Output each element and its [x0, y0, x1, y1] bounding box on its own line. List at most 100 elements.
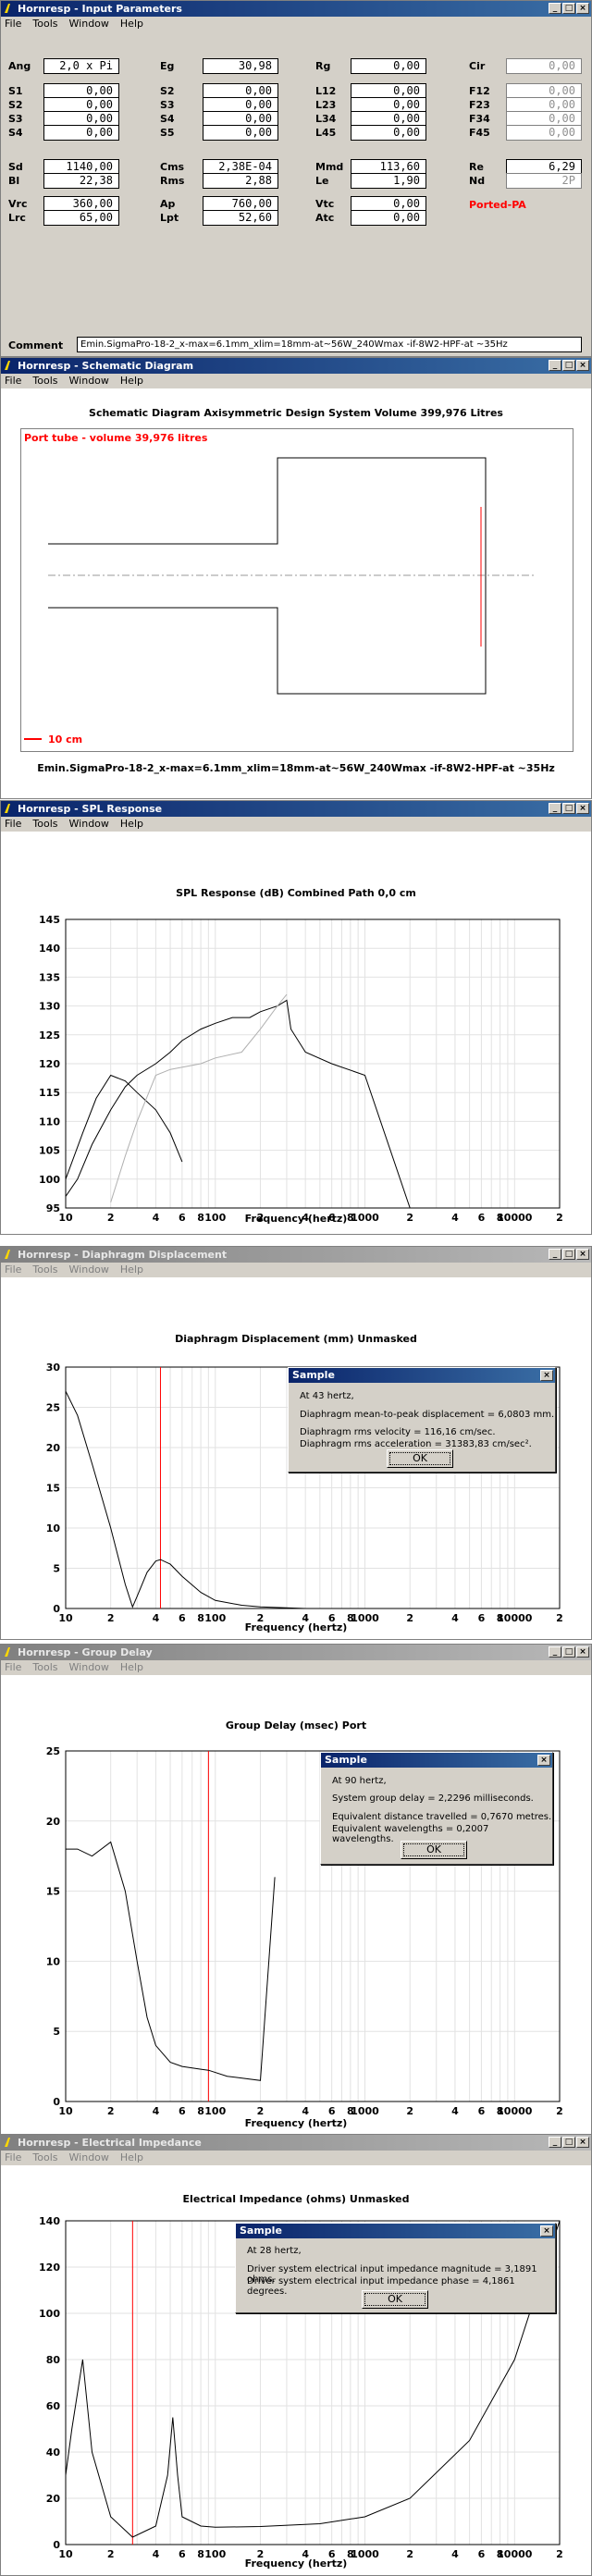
- menu-file[interactable]: File: [5, 18, 22, 30]
- window-titlebar[interactable]: Hornresp - Electrical Impedance _ □ ×: [1, 2135, 591, 2151]
- close-button[interactable]: ×: [576, 803, 589, 814]
- param-field-l45[interactable]: 0,00: [351, 125, 426, 141]
- param-field-s3[interactable]: 0,00: [203, 97, 278, 113]
- maximize-button[interactable]: □: [562, 2137, 575, 2148]
- menu-window[interactable]: Window: [68, 818, 109, 830]
- param-field-atc[interactable]: 0,00: [351, 210, 426, 226]
- minimize-button[interactable]: _: [549, 1249, 561, 1260]
- menu-help[interactable]: Help: [119, 1661, 143, 1673]
- menu-window[interactable]: Window: [68, 2151, 109, 2163]
- param-field-lpt[interactable]: 52,60: [203, 210, 278, 226]
- window-titlebar[interactable]: Hornresp - Diaphragm Displacement _ □ ×: [1, 1247, 591, 1263]
- ok-button[interactable]: OK: [387, 1449, 453, 1468]
- param-field-le[interactable]: 1,90: [351, 173, 426, 189]
- param-field-l12[interactable]: 0,00: [351, 83, 426, 99]
- y-tick-label: 135: [39, 971, 60, 983]
- param-field-lrc[interactable]: 65,00: [43, 210, 119, 226]
- param-field-ap[interactable]: 760,00: [203, 196, 278, 212]
- minimize-button[interactable]: _: [549, 1646, 561, 1658]
- maximize-button[interactable]: □: [562, 803, 575, 814]
- menu-window[interactable]: Window: [68, 1661, 109, 1673]
- menu-tools[interactable]: Tools: [32, 18, 58, 30]
- param-label-mmd: Mmd: [315, 161, 344, 173]
- param-label-rg: Rg: [315, 60, 331, 72]
- y-tick-label: 20: [46, 2493, 61, 2505]
- y-tick-label: 145: [39, 914, 60, 926]
- param-label-s4: S4: [160, 113, 175, 125]
- maximize-button[interactable]: □: [562, 360, 575, 371]
- menu-tools[interactable]: Tools: [32, 2151, 58, 2163]
- minimize-button[interactable]: _: [549, 3, 561, 14]
- param-field-rms[interactable]: 2,88: [203, 173, 278, 189]
- menu-help[interactable]: Help: [119, 2151, 143, 2163]
- dialog-close-button[interactable]: ×: [540, 1370, 553, 1381]
- param-field-nd[interactable]: 2P: [506, 173, 582, 189]
- param-field-f45[interactable]: 0,00: [506, 125, 582, 141]
- dialog-close-button[interactable]: ×: [540, 2225, 553, 2237]
- param-field-s5[interactable]: 0,00: [203, 125, 278, 141]
- close-button[interactable]: ×: [576, 1249, 589, 1260]
- menu-tools[interactable]: Tools: [32, 818, 58, 830]
- param-field-s2[interactable]: 0,00: [203, 83, 278, 99]
- menu-file[interactable]: File: [5, 2151, 22, 2163]
- parameter-grid: Ang 2,0 x Pi Eg 30,98 Rg 0,00 Cir 0,00 S1 0,00 S2 0…: [1, 33, 591, 356]
- param-field-s4[interactable]: 0,00: [43, 125, 119, 141]
- dialog-close-button[interactable]: ×: [537, 1755, 550, 1766]
- maximize-button[interactable]: □: [562, 3, 575, 14]
- dialog-titlebar[interactable]: Sample ×: [289, 1368, 555, 1383]
- hornresp-app-icon: [5, 361, 10, 370]
- schematic-caption: Emin.SigmaPro-18-2_x-max=6.1mm_xlim=18mm…: [37, 762, 555, 774]
- close-button[interactable]: ×: [576, 2137, 589, 2148]
- minimize-button[interactable]: _: [549, 2137, 561, 2148]
- window-titlebar[interactable]: Hornresp - Schematic Diagram _ □ ×: [1, 358, 591, 374]
- menu-file[interactable]: File: [5, 375, 22, 387]
- close-button[interactable]: ×: [576, 3, 589, 14]
- param-label-le: Le: [315, 175, 329, 187]
- menu-file[interactable]: File: [5, 1661, 22, 1673]
- x-tick-label: 100: [204, 2105, 226, 2117]
- minimize-button[interactable]: _: [549, 803, 561, 814]
- menu-help[interactable]: Help: [119, 18, 143, 30]
- param-field-ang[interactable]: 2,0 x Pi: [43, 58, 119, 74]
- menu-help[interactable]: Help: [119, 1263, 143, 1276]
- x-tick-label: 6: [179, 2548, 186, 2560]
- menu-window[interactable]: Window: [68, 18, 109, 30]
- param-label-s5: S5: [160, 127, 175, 139]
- dialog-titlebar[interactable]: Sample ×: [236, 2224, 555, 2238]
- param-field-bl[interactable]: 22,38: [43, 173, 119, 189]
- ok-button[interactable]: OK: [401, 1841, 467, 1859]
- dialog-titlebar[interactable]: Sample ×: [321, 1753, 552, 1768]
- param-field-eg[interactable]: 30,98: [203, 58, 278, 74]
- comment-field[interactable]: Emin.SigmaPro-18-2_x-max=6.1mm_xlim=18mm…: [77, 337, 582, 352]
- param-field-rg[interactable]: 0,00: [351, 58, 426, 74]
- window-titlebar[interactable]: Hornresp - Group Delay _ □ ×: [1, 1645, 591, 1660]
- param-field-cir[interactable]: 0,00: [506, 58, 582, 74]
- window-titlebar[interactable]: Hornresp - SPL Response _ □ ×: [1, 801, 591, 817]
- menu-tools[interactable]: Tools: [32, 1263, 58, 1276]
- param-field-sd[interactable]: 1140,00: [43, 159, 119, 175]
- close-button[interactable]: ×: [576, 1646, 589, 1658]
- menu-window[interactable]: Window: [68, 375, 109, 387]
- x-tick-label: 4: [302, 1212, 309, 1224]
- menu-help[interactable]: Help: [119, 818, 143, 830]
- maximize-button[interactable]: □: [562, 1646, 575, 1658]
- sample-dialog: Sample × At 28 hertz, Driver system elect…: [235, 2223, 556, 2313]
- close-button[interactable]: ×: [576, 360, 589, 371]
- param-field-f23[interactable]: 0,00: [506, 97, 582, 113]
- menu-window[interactable]: Window: [68, 1263, 109, 1276]
- menu-file[interactable]: File: [5, 818, 22, 830]
- x-tick-label: 4: [302, 1612, 309, 1624]
- window-titlebar[interactable]: Hornresp - Input Parameters _ □ ×: [1, 1, 591, 17]
- menu-tools[interactable]: Tools: [32, 1661, 58, 1673]
- menu-tools[interactable]: Tools: [32, 375, 58, 387]
- param-label-s3: S3: [160, 99, 175, 111]
- minimize-button[interactable]: _: [549, 360, 561, 371]
- ok-button[interactable]: OK: [362, 2290, 428, 2309]
- spl-chart-area: SPL Response (dB) Combined Path 0,0 cm 9…: [1, 832, 591, 1234]
- param-field-mmd[interactable]: 113,60: [351, 159, 426, 175]
- param-label-f45: F45: [469, 127, 490, 139]
- menu-help[interactable]: Help: [119, 375, 143, 387]
- maximize-button[interactable]: □: [562, 1249, 575, 1260]
- menu-file[interactable]: File: [5, 1263, 22, 1276]
- x-tick-label: 2: [556, 1612, 563, 1624]
